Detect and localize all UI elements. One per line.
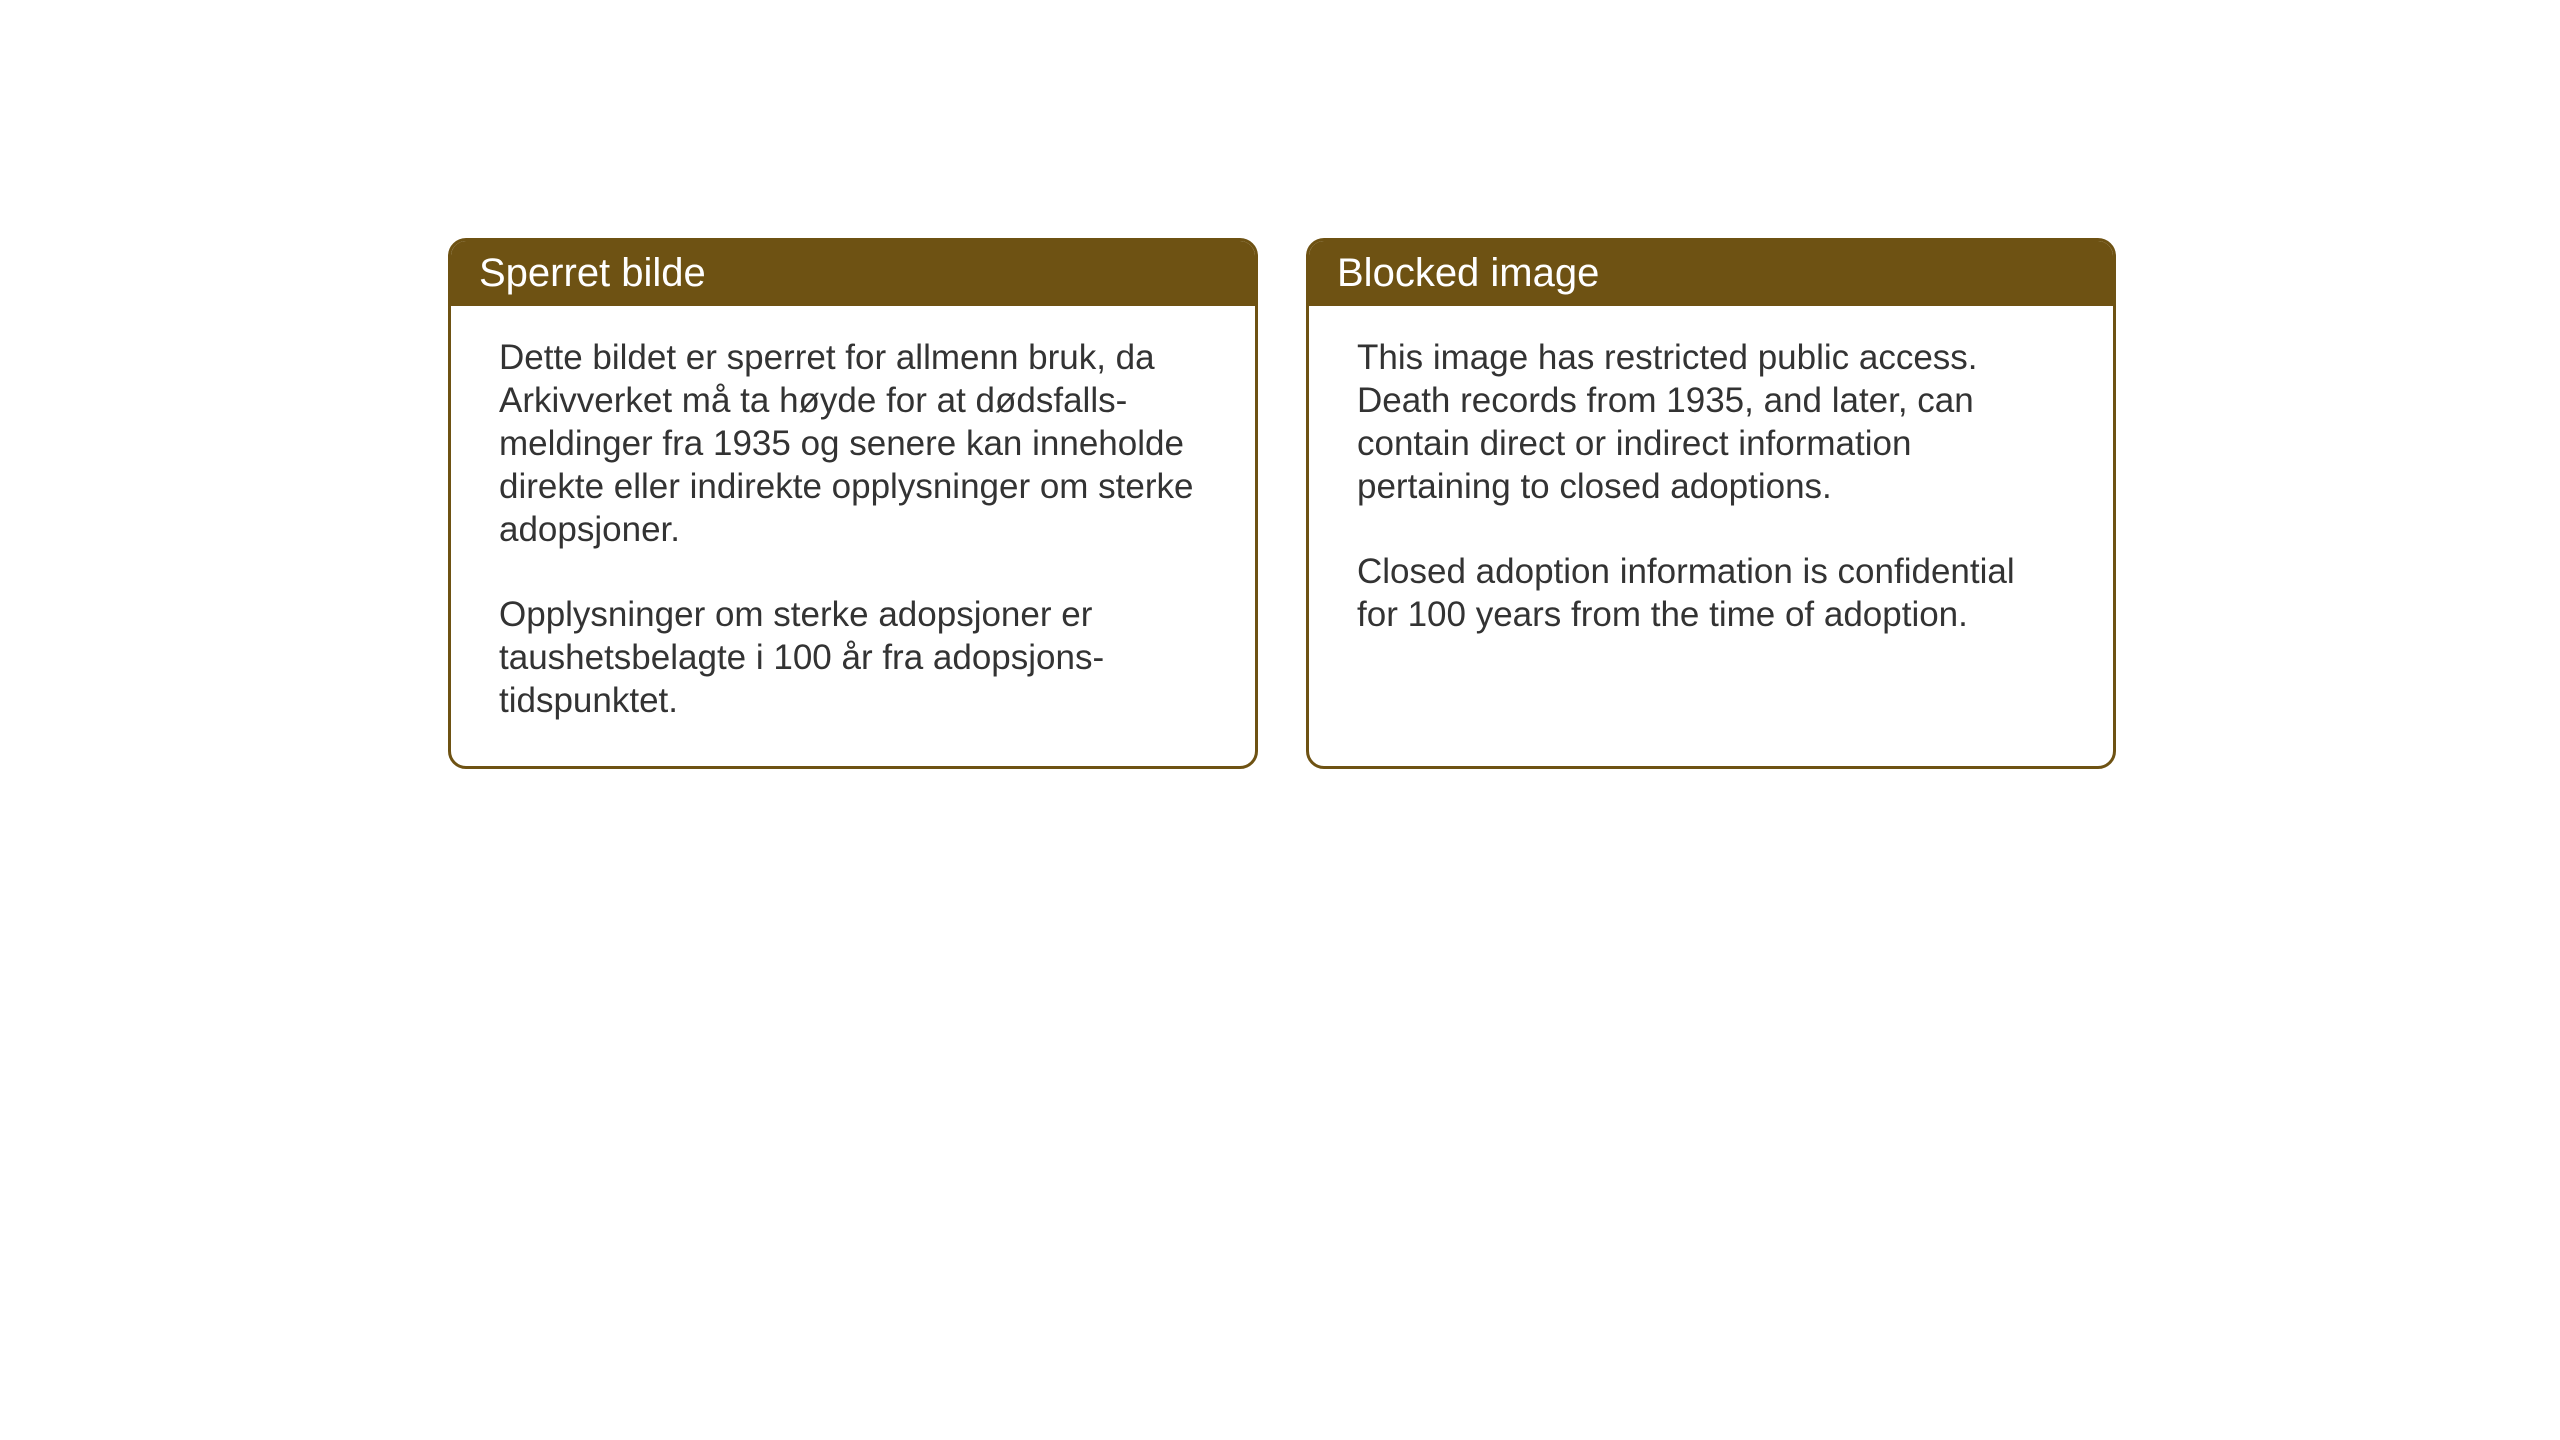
card-norwegian-title: Sperret bilde [479, 251, 706, 295]
card-norwegian-header: Sperret bilde [451, 241, 1255, 306]
card-norwegian: Sperret bilde Dette bildet er sperret fo… [448, 238, 1258, 769]
card-norwegian-paragraph-2: Opplysninger om sterke adopsjoner er tau… [499, 593, 1207, 722]
card-norwegian-body: Dette bildet er sperret for allmenn bruk… [451, 306, 1255, 766]
card-english-header: Blocked image [1309, 241, 2113, 306]
card-norwegian-paragraph-1: Dette bildet er sperret for allmenn bruk… [499, 336, 1207, 551]
card-english-paragraph-1: This image has restricted public access.… [1357, 336, 2065, 508]
card-english-title: Blocked image [1337, 251, 1599, 295]
cards-container: Sperret bilde Dette bildet er sperret fo… [448, 238, 2116, 769]
card-english-body: This image has restricted public access.… [1309, 306, 2113, 680]
card-english: Blocked image This image has restricted … [1306, 238, 2116, 769]
card-english-paragraph-2: Closed adoption information is confident… [1357, 550, 2065, 636]
